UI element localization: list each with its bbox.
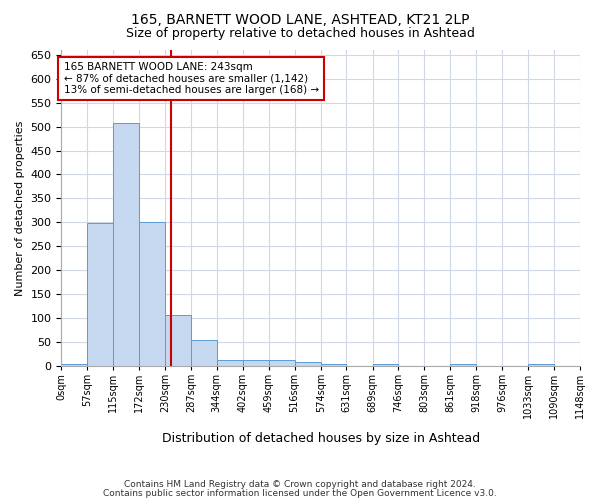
Bar — [166, 315, 191, 366]
Text: Contains public sector information licensed under the Open Government Licence v3: Contains public sector information licen… — [103, 490, 497, 498]
Bar — [191, 340, 217, 366]
Bar — [61, 364, 87, 366]
Bar — [528, 364, 554, 366]
Text: Size of property relative to detached houses in Ashtead: Size of property relative to detached ho… — [125, 28, 475, 40]
Bar — [373, 364, 398, 366]
Bar — [243, 360, 269, 366]
Bar — [217, 360, 243, 366]
Text: Contains HM Land Registry data © Crown copyright and database right 2024.: Contains HM Land Registry data © Crown c… — [124, 480, 476, 489]
X-axis label: Distribution of detached houses by size in Ashtead: Distribution of detached houses by size … — [161, 432, 480, 445]
Bar — [87, 223, 113, 366]
Y-axis label: Number of detached properties: Number of detached properties — [15, 120, 25, 296]
Text: 165, BARNETT WOOD LANE, ASHTEAD, KT21 2LP: 165, BARNETT WOOD LANE, ASHTEAD, KT21 2L… — [131, 12, 469, 26]
Text: 165 BARNETT WOOD LANE: 243sqm
← 87% of detached houses are smaller (1,142)
13% o: 165 BARNETT WOOD LANE: 243sqm ← 87% of d… — [64, 62, 319, 95]
Bar — [269, 360, 295, 366]
Bar — [295, 362, 321, 366]
Bar — [451, 364, 476, 366]
Bar — [113, 123, 139, 366]
Bar — [139, 222, 166, 366]
Bar — [321, 364, 346, 366]
